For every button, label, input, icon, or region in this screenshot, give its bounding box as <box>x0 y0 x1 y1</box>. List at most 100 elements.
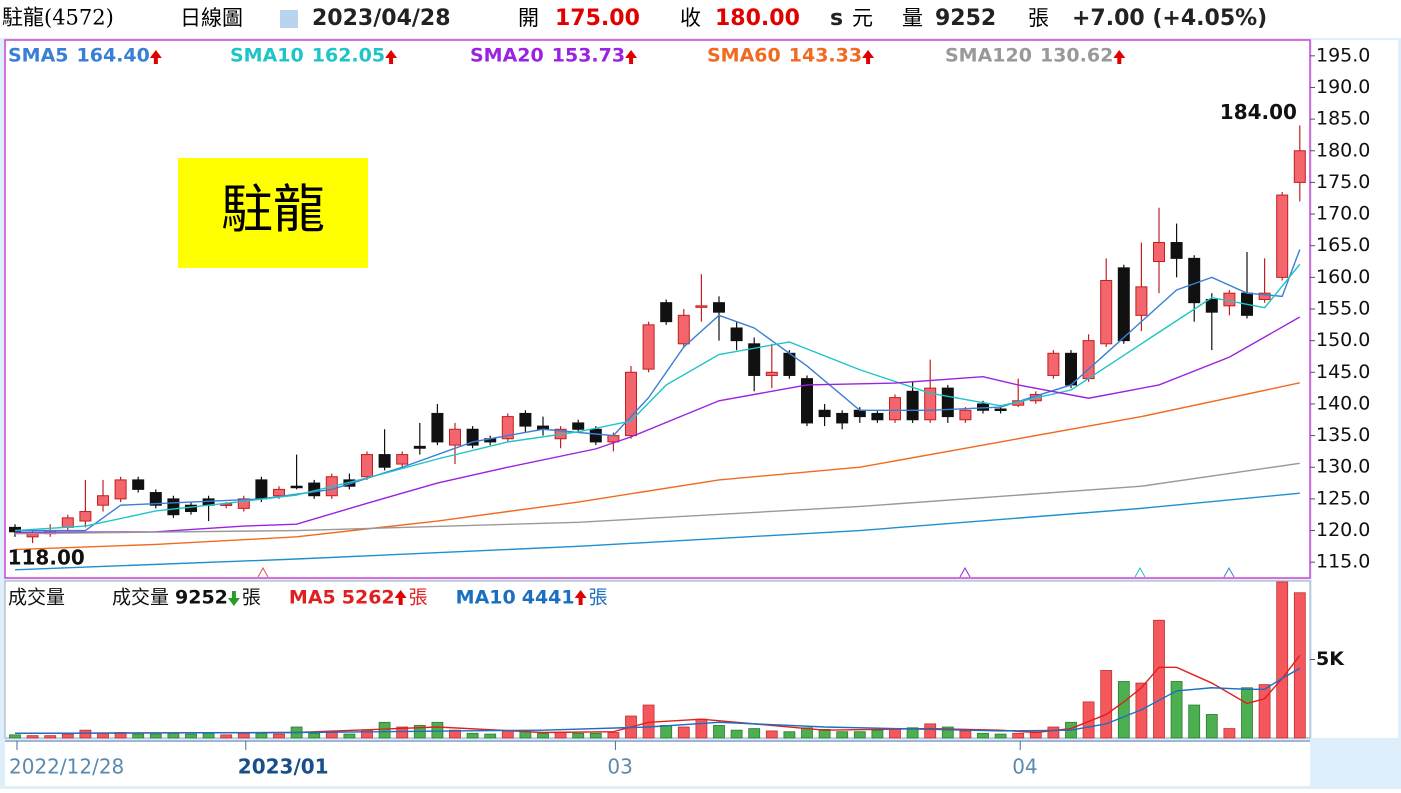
candle-body <box>572 422 585 430</box>
volume-bar <box>765 730 778 739</box>
volume-label: 量 <box>902 6 923 30</box>
y-tick-label: 115.0 <box>1316 551 1370 573</box>
volume-bar <box>801 727 813 739</box>
ma-line <box>14 263 1301 532</box>
close-value: 180.00 <box>715 6 800 31</box>
volume-legend: MA10 <box>456 587 516 609</box>
candle-body <box>1258 292 1271 301</box>
legend-arrow <box>394 590 407 605</box>
volume-bar <box>1170 681 1183 739</box>
volume-bar <box>466 732 479 739</box>
candle-body <box>1293 150 1306 183</box>
candle-body <box>677 314 690 345</box>
legend-value: 143.33 <box>789 45 862 67</box>
legend-arrow <box>862 50 875 64</box>
volume-bar <box>889 728 901 739</box>
volume-bar <box>941 726 954 739</box>
volume-bar <box>431 721 444 739</box>
y-tick-label: 180.0 <box>1316 139 1370 161</box>
unit: 元 <box>852 6 873 30</box>
y-tick-label: 5K <box>1316 648 1345 670</box>
open-value: 175.00 <box>555 6 640 31</box>
legend-value: 130.62 <box>1040 45 1113 67</box>
dropdown[interactable] <box>280 10 298 28</box>
volume-bar <box>202 732 215 739</box>
volume-legend: 張 <box>242 587 261 609</box>
volume-bar <box>132 733 145 739</box>
volume-legend: 張 <box>409 587 428 609</box>
candle-body <box>79 511 92 522</box>
candle-body <box>695 305 708 308</box>
y-tick-label: 140.0 <box>1316 392 1370 414</box>
volume-bar <box>677 726 690 739</box>
volume-bar <box>325 732 338 739</box>
x-tick-label: 2022/12/28 <box>9 755 124 779</box>
volume-bar <box>1258 684 1271 739</box>
volume-legend: 張 <box>589 587 608 609</box>
volume-bar <box>554 732 567 739</box>
y-tick-label: 185.0 <box>1316 108 1370 130</box>
volume-bar <box>783 731 796 739</box>
y-tick-label: 135.0 <box>1316 424 1370 446</box>
volume-bar <box>1223 728 1236 739</box>
legend-name: SMA20 <box>470 45 544 67</box>
x-tick-label: 04 <box>1012 755 1037 779</box>
volume-bar <box>1205 714 1218 739</box>
legend-name: SMA120 <box>945 45 1032 67</box>
volume-bar <box>343 733 356 739</box>
x-tick-label: 2023/01 <box>238 755 329 779</box>
legend-value: 162.05 <box>312 45 385 67</box>
candle-body <box>413 445 426 449</box>
candle-body <box>1047 352 1060 376</box>
candle-body <box>237 498 250 509</box>
candle-body <box>61 517 74 528</box>
volume-bar <box>484 733 497 739</box>
volume-bar <box>1153 619 1165 739</box>
candle-body <box>1223 292 1236 307</box>
candle-body <box>1135 286 1148 316</box>
candle-body <box>132 479 145 490</box>
y-tick-label: 190.0 <box>1316 76 1370 98</box>
close-label: 收 <box>680 6 701 30</box>
volume-bar <box>959 730 972 739</box>
volume-bar <box>572 732 585 739</box>
candle-body <box>660 302 673 323</box>
volume-bar <box>1135 682 1148 739</box>
legend-value: 164.40 <box>77 45 150 67</box>
volume-bar <box>519 731 532 739</box>
y-tick-label: 195.0 <box>1316 44 1370 66</box>
legend-name: SMA10 <box>230 45 304 67</box>
candle-body <box>906 390 919 421</box>
candle-body <box>378 454 391 468</box>
volume-bar <box>1012 732 1025 739</box>
volume-bar <box>818 728 831 739</box>
volume-bar <box>149 733 162 739</box>
candle-body <box>801 378 813 424</box>
y-tick-label: 170.0 <box>1316 203 1370 225</box>
x-axis-panel <box>5 740 1310 786</box>
marker <box>257 566 269 578</box>
candle-body <box>396 454 409 465</box>
period: 日線圖 <box>180 6 243 30</box>
axis-panel <box>1312 40 1398 738</box>
ma-line <box>14 462 1300 535</box>
ma-line <box>14 667 1301 734</box>
legend-name: SMA5 <box>8 45 69 67</box>
volume-bar <box>378 721 391 739</box>
legend-arrow <box>574 590 587 605</box>
volume-bar <box>537 732 549 739</box>
candle-body <box>167 498 180 516</box>
volume-bar <box>1188 704 1201 739</box>
y-tick-label: 165.0 <box>1316 234 1370 256</box>
candle-body <box>642 324 655 370</box>
candle-body <box>836 412 849 424</box>
volume-legend: 5262 <box>342 587 395 609</box>
candle-body <box>889 397 901 421</box>
stock-name: 駐龍(4572) <box>2 6 114 30</box>
y-tick-label: 160.0 <box>1316 266 1370 288</box>
volume-bar <box>1117 681 1130 739</box>
price-panel <box>4 39 1311 579</box>
candle-body <box>114 479 127 500</box>
volume-bar <box>308 732 321 739</box>
badge-box <box>178 158 368 268</box>
